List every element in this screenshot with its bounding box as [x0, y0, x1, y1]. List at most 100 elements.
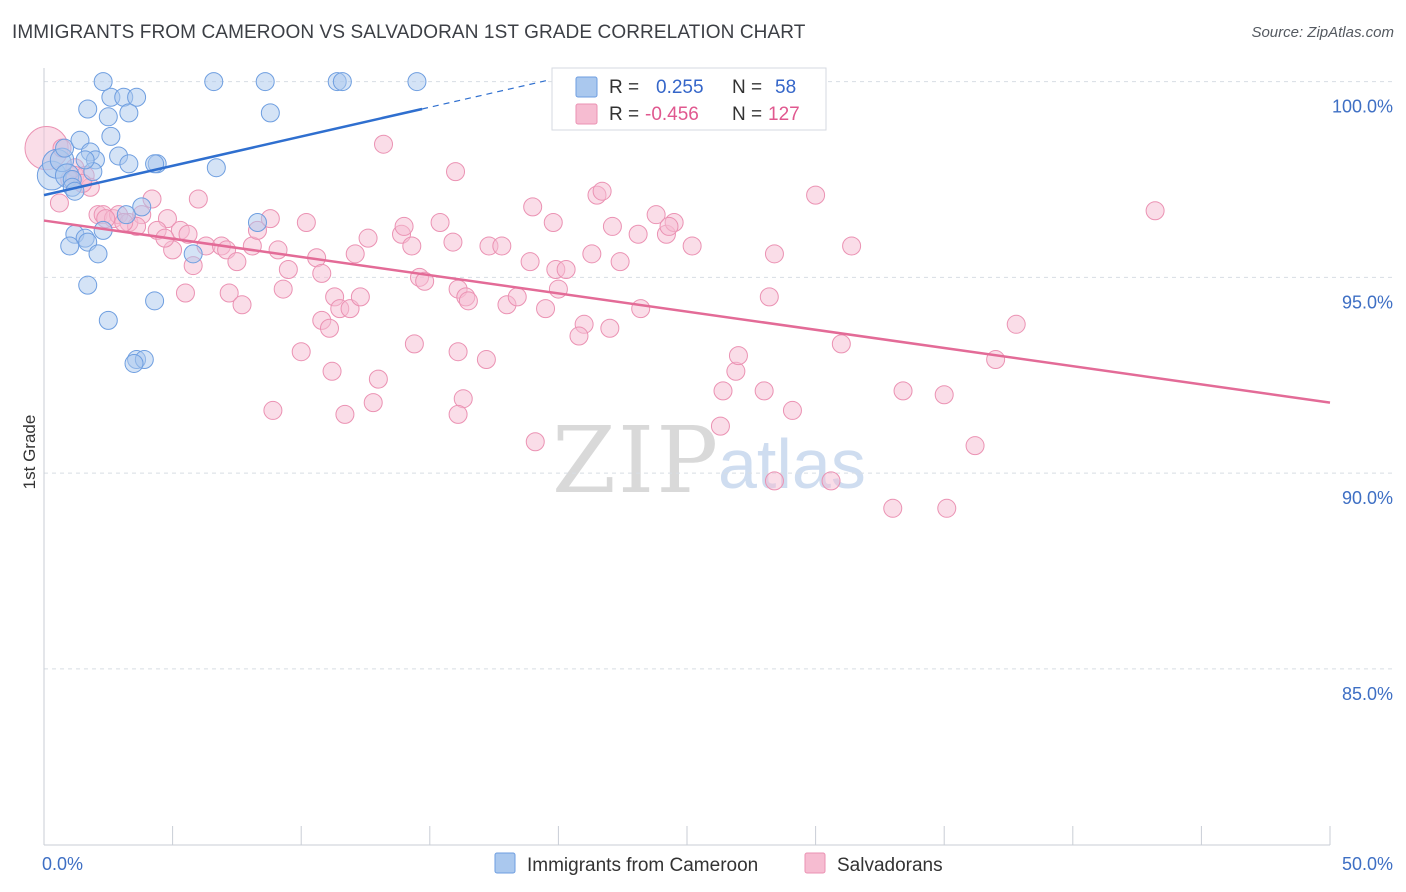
- salvadoran-swatch: [575, 103, 598, 125]
- salvadoran-point: [569, 326, 589, 346]
- salvadoran-point: [536, 299, 556, 319]
- cameroon-point: [98, 107, 118, 127]
- salvadoran-point: [278, 259, 298, 279]
- salvadoran-point: [232, 295, 252, 315]
- salvadoran-point: [350, 287, 370, 307]
- salvadoran-point: [368, 369, 388, 389]
- y-tick-label: 85.0%: [1342, 684, 1393, 704]
- salvadoran-point: [713, 381, 733, 401]
- salvadoran-point: [610, 252, 630, 272]
- salvadoran-point: [49, 193, 69, 213]
- salvadoran-point: [178, 224, 198, 244]
- cameroon-point: [206, 158, 226, 178]
- cameroon-point: [101, 126, 121, 146]
- cameroon-point: [145, 291, 165, 311]
- bottom-legend: Immigrants from Cameroon Salvadorans: [494, 852, 943, 876]
- cameroon-point: [60, 236, 80, 256]
- salvadoran-point: [1145, 201, 1165, 221]
- y-tick-label: 95.0%: [1342, 292, 1393, 312]
- salvadoran-point: [602, 216, 622, 236]
- x-tick-label-max: 50.0%: [1342, 854, 1393, 874]
- bottom-legend-cameroon-swatch: [494, 852, 516, 874]
- salvadoran-point: [764, 244, 784, 264]
- watermark-zip: ZIP: [552, 407, 720, 514]
- cameroon-point: [127, 87, 147, 107]
- salvadoran-point: [219, 283, 239, 303]
- cameroon-point: [78, 99, 98, 119]
- salvadoran-point: [345, 244, 365, 264]
- watermark-atlas: atlas: [718, 425, 866, 503]
- cameroon-point: [204, 72, 224, 92]
- salvadoran-point: [175, 283, 195, 303]
- salvadoran-point: [446, 162, 466, 182]
- salvadoran-point: [335, 404, 355, 424]
- trend-lines: [43, 79, 1331, 404]
- salvadoran-point: [430, 213, 450, 233]
- salvadoran-n-label: N =: [732, 104, 762, 125]
- bottom-legend-salvadoran-label: Salvadorans: [837, 855, 943, 876]
- salvadoran-point: [592, 181, 612, 201]
- cameroon-point: [78, 275, 98, 295]
- cameroon-point: [88, 244, 108, 264]
- cameroon-r-value: 0.255: [656, 77, 704, 98]
- cameroon-points: [36, 72, 427, 373]
- salvadoran-point: [268, 240, 288, 260]
- salvadoran-point: [273, 279, 293, 299]
- salvadoran-point: [188, 189, 208, 209]
- cameroon-trend-extension: [421, 79, 551, 110]
- salvadoran-point: [628, 224, 648, 244]
- cameroon-point: [75, 150, 95, 170]
- salvadoran-point: [448, 404, 468, 424]
- salvadoran-point: [893, 381, 913, 401]
- salvadoran-point: [726, 361, 746, 381]
- salvadoran-point: [646, 205, 666, 225]
- y-tick-labels: 85.0% 90.0% 95.0% 100.0%: [1332, 97, 1393, 704]
- cameroon-r-label: R =: [609, 77, 639, 98]
- y-axis-label: 1st Grade: [20, 415, 39, 490]
- x-tick-label-min: 0.0%: [42, 854, 83, 874]
- salvadoran-point: [582, 244, 602, 264]
- salvadoran-point: [934, 385, 954, 405]
- y-tick-label: 100.0%: [1332, 97, 1393, 117]
- watermark: ZIP atlas: [552, 407, 866, 514]
- salvadoran-point: [764, 471, 784, 491]
- salvadoran-point: [319, 318, 339, 338]
- salvadoran-point: [754, 381, 774, 401]
- salvadoran-point: [523, 197, 543, 217]
- salvadoran-point: [883, 498, 903, 518]
- salvadoran-point: [728, 346, 748, 366]
- salvadoran-point: [374, 134, 394, 154]
- salvadoran-point: [263, 400, 283, 420]
- cameroon-point: [407, 72, 427, 92]
- cameroon-point: [93, 72, 113, 92]
- salvadoran-point: [312, 263, 332, 283]
- salvadoran-point: [965, 436, 985, 456]
- bottom-legend-cameroon-label: Immigrants from Cameroon: [527, 855, 758, 876]
- y-tick-label: 90.0%: [1342, 488, 1393, 508]
- salvadoran-point: [415, 271, 435, 291]
- salvadoran-point: [759, 287, 779, 307]
- salvadoran-r-value: -0.456: [645, 104, 699, 125]
- salvadoran-point: [394, 216, 414, 236]
- cameroon-point: [116, 205, 136, 225]
- stats-legend-frame: [551, 67, 827, 131]
- cameroon-point: [183, 244, 203, 264]
- salvadoran-point: [458, 291, 478, 311]
- cameroon-n-value: 58: [775, 77, 796, 98]
- salvadoran-point: [556, 259, 576, 279]
- salvadoran-point: [358, 228, 378, 248]
- salvadoran-point: [831, 334, 851, 354]
- cameroon-point: [332, 72, 352, 92]
- salvadoran-r-label: R =: [609, 104, 639, 125]
- salvadoran-point: [821, 471, 841, 491]
- salvadoran-point: [443, 232, 463, 252]
- cameroon-point: [98, 310, 118, 330]
- salvadoran-point: [937, 498, 957, 518]
- salvadoran-trend-line: [43, 219, 1331, 404]
- salvadoran-point: [806, 185, 826, 205]
- salvadoran-point: [543, 213, 563, 233]
- salvadoran-point: [782, 400, 802, 420]
- x-ticks: [43, 826, 1331, 845]
- salvadoran-n-value: 127: [768, 104, 800, 125]
